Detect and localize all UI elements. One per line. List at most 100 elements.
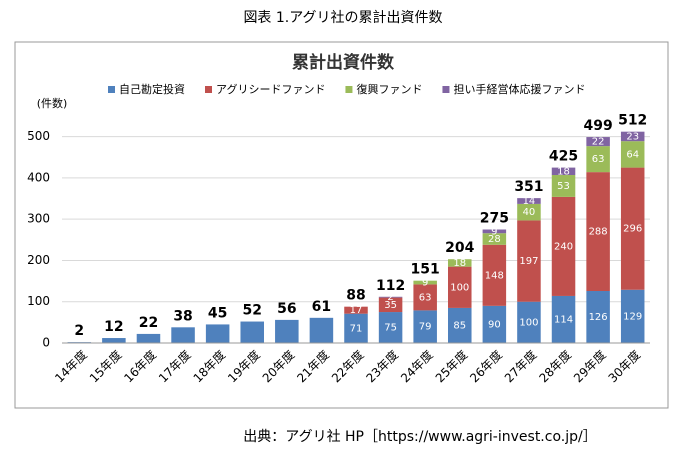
segment-label: 9 — [491, 226, 497, 237]
y-tick-label: 400 — [27, 170, 50, 184]
bar-segment — [517, 203, 541, 221]
bar-segment — [517, 220, 541, 302]
y-axis-label: (件数) — [37, 97, 68, 110]
segment-label: 288 — [589, 227, 608, 238]
legend-label: 担い手経営体応援ファンド — [453, 82, 585, 96]
bar-segment — [171, 327, 195, 343]
segment-label: 22 — [592, 137, 605, 148]
segment-label: 63 — [592, 154, 605, 165]
segment-label: 40 — [523, 207, 536, 218]
segment-label: 148 — [485, 270, 504, 281]
bar-segment — [482, 229, 507, 234]
segment-label: 100 — [450, 282, 469, 293]
y-tick-label: 200 — [27, 253, 50, 267]
total-label: 22 — [139, 315, 158, 331]
total-label: 512 — [618, 113, 647, 129]
bar-segment — [448, 307, 472, 343]
caption: 図表 1.アグリ社の累計出資件数 — [243, 10, 442, 26]
segment-label: 71 — [350, 323, 363, 334]
segment-label: 114 — [554, 314, 573, 325]
bar-segment — [586, 146, 610, 173]
total-label: 351 — [514, 179, 543, 195]
bar-segment — [378, 296, 403, 298]
segment-label: 18 — [557, 166, 570, 177]
bar-segment — [413, 284, 437, 311]
bar-segment — [344, 313, 368, 343]
segment-label: 14 — [523, 196, 536, 207]
y-tick-label: 300 — [27, 212, 50, 226]
segment-label: 63 — [419, 292, 432, 303]
bar-segment — [413, 310, 437, 343]
segment-label: 18 — [453, 258, 466, 269]
total-label: 112 — [376, 278, 405, 294]
bar-segment — [551, 196, 576, 296]
segment-label: 126 — [589, 312, 608, 323]
legend-label: 復興ファンド — [356, 83, 422, 96]
bar-segment — [205, 324, 230, 343]
segment-label: 79 — [419, 322, 432, 333]
total-label: 12 — [104, 319, 123, 335]
legend-label: アグリシードファンド — [216, 82, 325, 96]
bar-segment — [136, 333, 161, 343]
bar-segment — [551, 167, 576, 176]
segment-label: 64 — [626, 149, 639, 160]
bar-segment — [620, 141, 645, 168]
chart-title: 累計出資件数 — [292, 52, 395, 73]
total-label: 2 — [74, 323, 84, 339]
bar-segment — [275, 319, 299, 343]
legend-swatch — [442, 86, 450, 93]
legend-swatch — [108, 86, 115, 93]
segment-label: 53 — [557, 181, 570, 192]
total-label: 425 — [549, 149, 578, 165]
total-label: 56 — [277, 301, 296, 317]
segment-label: 296 — [623, 224, 642, 235]
segment-label: 85 — [453, 320, 466, 331]
total-label: 88 — [346, 288, 365, 304]
bar-segment — [586, 290, 610, 343]
bar-segment — [586, 137, 610, 147]
bar-segment — [517, 301, 541, 343]
bar-segment — [413, 280, 437, 285]
bar-segment — [448, 259, 472, 267]
segment-label: 75 — [384, 323, 397, 334]
bar-segment — [620, 289, 645, 343]
segment-label: 28 — [488, 234, 501, 245]
y-tick-label: 0 — [42, 336, 50, 350]
total-label: 499 — [584, 118, 613, 134]
total-label: 45 — [208, 305, 227, 321]
total-label: 204 — [445, 240, 474, 256]
segment-label: 90 — [488, 319, 501, 330]
bar-segment — [620, 131, 645, 142]
total-label: 151 — [411, 262, 440, 278]
total-label: 38 — [173, 308, 192, 324]
bar-segment — [378, 297, 403, 313]
bar-segment — [586, 172, 610, 291]
bar-segment — [482, 233, 507, 245]
segment-label: 2 — [387, 292, 393, 303]
bar-segment — [344, 306, 368, 314]
bar-segment — [482, 244, 507, 306]
bar-segment — [620, 167, 645, 290]
bar-segment — [448, 266, 472, 308]
total-label: 275 — [480, 211, 509, 227]
bar-segment — [551, 175, 576, 197]
bar-segment — [378, 312, 403, 343]
segment-label: 197 — [519, 256, 538, 267]
segment-label: 35 — [384, 300, 397, 311]
segment-label: 9 — [422, 278, 428, 289]
legend-swatch — [345, 86, 353, 93]
bar-segment — [102, 338, 126, 343]
segment-label: 100 — [519, 317, 538, 328]
segment-label: 240 — [554, 241, 573, 252]
segment-label: 129 — [623, 311, 642, 322]
total-label: 61 — [312, 299, 331, 315]
legend-label: 自己勘定投資 — [119, 82, 185, 96]
segment-label: 23 — [626, 131, 639, 142]
segment-label: 17 — [350, 305, 363, 316]
bar-segment — [482, 305, 507, 343]
y-tick-label: 500 — [27, 129, 50, 143]
bar-segment — [309, 317, 334, 343]
bar-segment — [240, 321, 264, 343]
y-tick-label: 100 — [27, 294, 50, 308]
